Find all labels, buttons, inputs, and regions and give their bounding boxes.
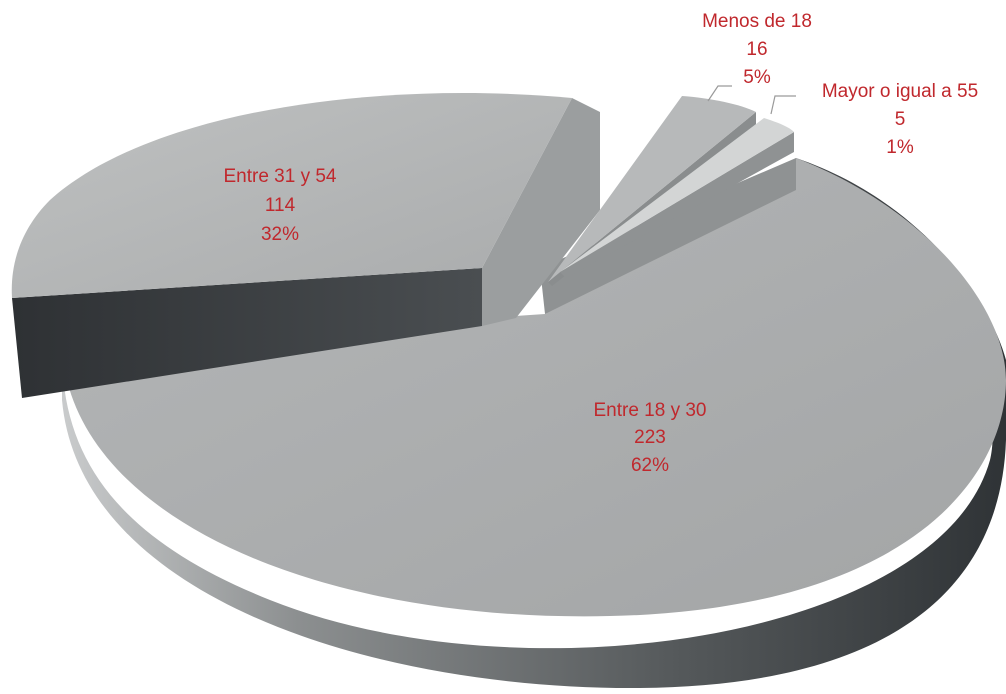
- slice-entre-18-y-30: [61, 158, 1006, 689]
- data-label-menos-de-18: Menos de 18 16 5%: [702, 11, 812, 88]
- label-category: Entre 31 y 54: [223, 166, 336, 187]
- slice-entre-31-y-54-front: [12, 268, 482, 398]
- slice-entre-18-y-30-wall: [540, 158, 796, 314]
- data-label-mayor-o-igual-a-55: Mayor o igual a 55 5 1%: [822, 81, 978, 158]
- slice-entre-18-y-30-top: [62, 158, 1006, 617]
- slice-entre-31-y-54-top: [11, 93, 572, 298]
- slice-mayor-o-igual-a-55-top: [560, 118, 794, 272]
- slice-entre-31-y-54: [11, 93, 600, 398]
- label-category: Menos de 18: [702, 11, 812, 32]
- slice-mayor-o-igual-a-55-wall: [560, 132, 794, 278]
- slice-menos-de-18-top: [548, 96, 756, 282]
- data-label-entre-18-y-30: Entre 18 y 30 223 62%: [593, 400, 706, 476]
- leader-line-mayor-o-igual-a-55: [770, 95, 796, 115]
- leader-line-menos-de-18: [707, 85, 732, 102]
- label-percent: 62%: [631, 455, 669, 476]
- label-count: 5: [895, 109, 906, 130]
- label-category: Entre 18 y 30: [593, 400, 706, 421]
- label-count: 16: [746, 39, 767, 60]
- label-count: 223: [634, 427, 666, 448]
- label-count: 114: [265, 195, 296, 216]
- label-percent: 32%: [261, 224, 299, 245]
- slice-entre-31-y-54-wall: [482, 98, 600, 326]
- label-percent: 5%: [743, 67, 771, 88]
- slice-mayor-o-igual-a-55: [560, 118, 794, 278]
- data-label-entre-31-y-54: Entre 31 y 54 114 32%: [223, 166, 336, 245]
- label-percent: 1%: [886, 137, 914, 158]
- label-category: Mayor o igual a 55: [822, 81, 978, 102]
